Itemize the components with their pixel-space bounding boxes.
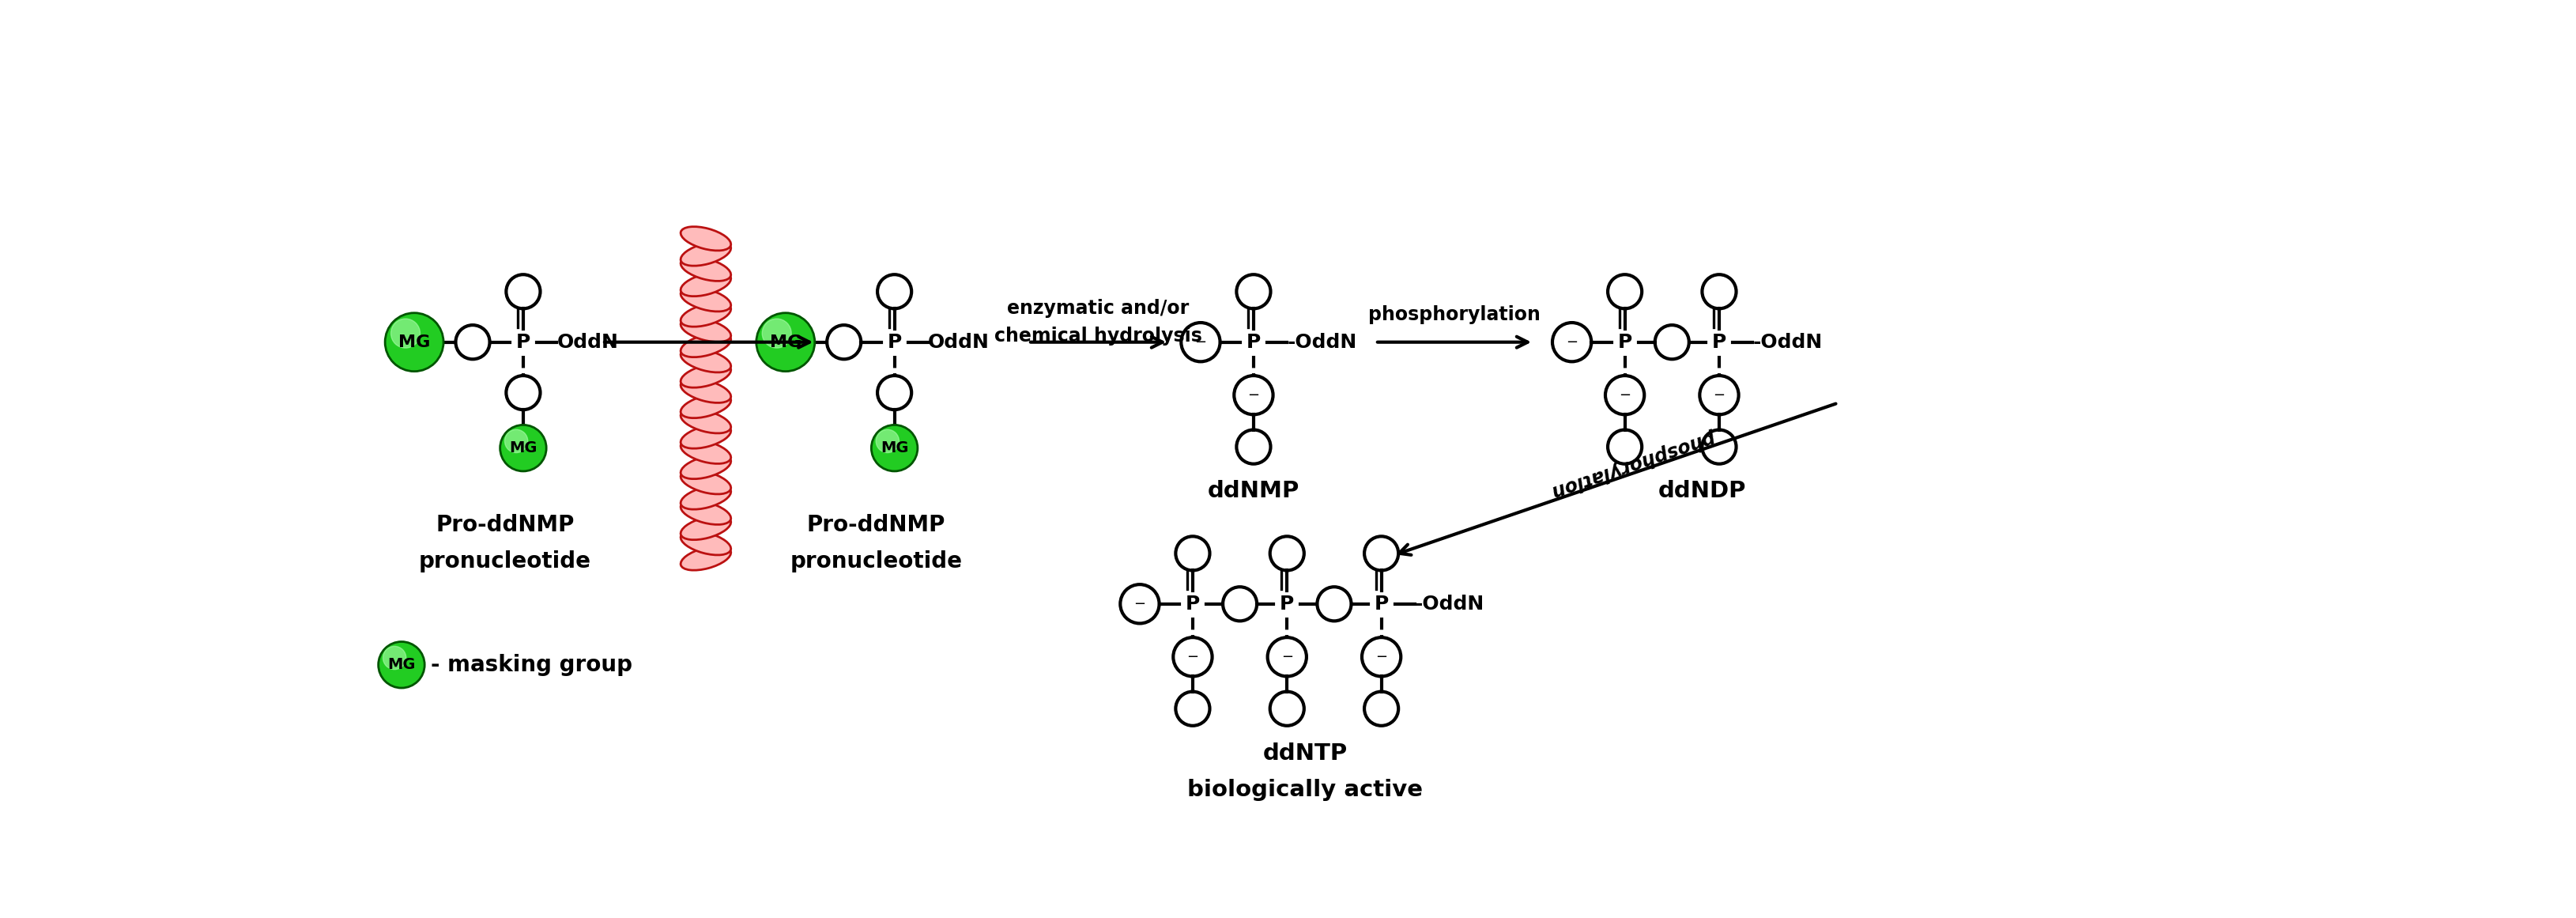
Text: P: P [1280, 595, 1293, 613]
Ellipse shape [680, 424, 732, 449]
Ellipse shape [680, 287, 732, 311]
Circle shape [384, 313, 443, 372]
Ellipse shape [680, 455, 732, 479]
Circle shape [500, 425, 546, 471]
Text: OddN: OddN [556, 332, 618, 352]
Text: enzymatic and/or: enzymatic and/or [1007, 299, 1190, 319]
Circle shape [379, 642, 425, 688]
Text: −: − [1133, 597, 1146, 611]
Ellipse shape [680, 364, 732, 387]
Text: biologically active: biologically active [1188, 778, 1422, 800]
Text: −: − [1188, 650, 1198, 664]
Ellipse shape [680, 257, 732, 281]
Ellipse shape [680, 409, 732, 433]
Circle shape [876, 430, 899, 453]
Text: ddNMP: ddNMP [1208, 480, 1298, 502]
Ellipse shape [680, 440, 732, 464]
Text: −: − [1280, 650, 1293, 664]
Text: −: − [1195, 335, 1206, 349]
Text: -OddN: -OddN [1288, 332, 1358, 352]
Text: −: − [1713, 388, 1726, 402]
Ellipse shape [680, 532, 732, 555]
Ellipse shape [680, 227, 732, 251]
Text: -OddN: -OddN [1414, 595, 1484, 613]
Text: −: − [1566, 335, 1579, 349]
Circle shape [505, 430, 528, 453]
Text: P: P [1247, 332, 1260, 352]
Text: pronucleotide: pronucleotide [420, 551, 590, 573]
Text: P: P [1373, 595, 1388, 613]
Ellipse shape [680, 318, 732, 341]
Text: ddNTP: ddNTP [1262, 742, 1347, 765]
Text: pronucleotide: pronucleotide [791, 551, 963, 573]
Text: MG: MG [770, 334, 801, 350]
Text: Pro-ddNMP: Pro-ddNMP [806, 514, 945, 536]
Ellipse shape [680, 500, 732, 524]
Ellipse shape [680, 241, 732, 266]
Circle shape [762, 319, 791, 348]
Circle shape [871, 425, 917, 471]
Ellipse shape [680, 379, 732, 403]
Circle shape [384, 646, 407, 669]
Circle shape [757, 313, 814, 372]
Text: chemical hydrolysis: chemical hydrolysis [994, 327, 1203, 345]
Text: phosphorylation: phosphorylation [1368, 306, 1540, 324]
Ellipse shape [680, 516, 732, 540]
Text: P: P [1618, 332, 1633, 352]
Text: -OddN: -OddN [1752, 332, 1821, 352]
Ellipse shape [680, 333, 732, 357]
Text: −: − [1376, 650, 1388, 664]
Circle shape [392, 319, 420, 348]
Text: OddN: OddN [927, 332, 989, 352]
Text: MG: MG [510, 441, 538, 455]
Ellipse shape [680, 394, 732, 418]
Text: MG: MG [399, 334, 430, 350]
Text: ddNDP: ddNDP [1659, 480, 1747, 502]
Text: P: P [1713, 332, 1726, 352]
Text: P: P [1185, 595, 1200, 613]
Ellipse shape [680, 470, 732, 494]
Text: phosphorylation: phosphorylation [1548, 427, 1718, 500]
Text: P: P [515, 332, 531, 352]
Text: P: P [886, 332, 902, 352]
Text: Pro-ddNMP: Pro-ddNMP [435, 514, 574, 536]
Ellipse shape [680, 273, 732, 297]
Ellipse shape [680, 486, 732, 509]
Text: −: − [1247, 388, 1260, 402]
Text: MG: MG [881, 441, 909, 455]
Text: −: − [1618, 388, 1631, 402]
Text: MG: MG [386, 657, 415, 672]
Ellipse shape [680, 546, 732, 570]
Text: - masking group: - masking group [430, 654, 631, 676]
Ellipse shape [680, 349, 732, 373]
Ellipse shape [680, 303, 732, 327]
